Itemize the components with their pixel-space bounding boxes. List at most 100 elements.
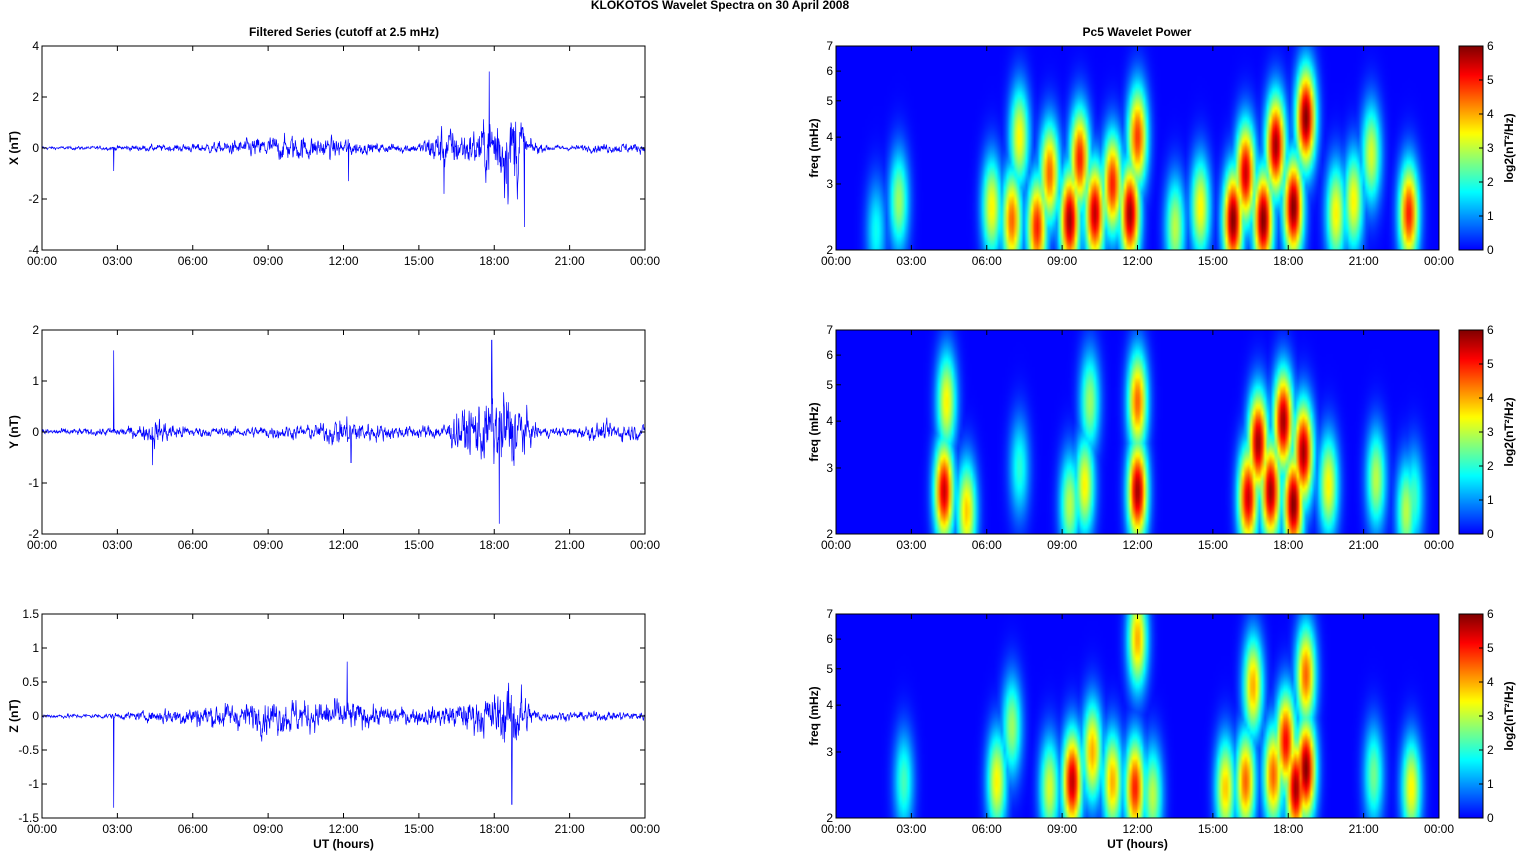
series-z-ytick-label: 1 bbox=[32, 641, 39, 655]
wavelet-x-xtick-label: 03:00 bbox=[896, 254, 926, 268]
series-y-xtick-label: 00:00 bbox=[27, 538, 57, 552]
wavelet-z-xtick-label: 09:00 bbox=[1047, 822, 1077, 836]
wavelet-x-colorbar-tick-label: 1 bbox=[1487, 209, 1494, 223]
series-z-ytick-label: -1.5 bbox=[18, 811, 39, 825]
series-x-line bbox=[41, 71, 646, 228]
series-y-xtick-label: 12:00 bbox=[328, 538, 358, 552]
series-z-ytick-label: -1 bbox=[28, 777, 39, 791]
wavelet-y-xtick-label: 06:00 bbox=[972, 538, 1002, 552]
wavelet-x-power-image bbox=[836, 46, 1439, 250]
series-x-ytick-label: -4 bbox=[28, 243, 39, 257]
series-z-ytick-label: 0 bbox=[32, 709, 39, 723]
series-y-ytick-label: -2 bbox=[28, 527, 39, 541]
series-z-line bbox=[41, 661, 646, 808]
wavelet-x-colorbar-tick-label: 2 bbox=[1487, 175, 1494, 189]
series-x-ytick-label: 4 bbox=[32, 39, 39, 53]
wavelet-x-xtick-label: 09:00 bbox=[1047, 254, 1077, 268]
wavelet-y-ytick-label: 6 bbox=[826, 348, 833, 362]
wavelet-y-xtick-label: 12:00 bbox=[1122, 538, 1152, 552]
wavelet-x-ytick-label: 3 bbox=[826, 177, 833, 191]
wavelet-x-ytick-label: 4 bbox=[826, 130, 833, 144]
wavelet-z-panel: 7 6 5 4 3 2 freq (mHz) 6 5 4 3 2 1 0 log2(nT²/Hz) bbox=[807, 607, 1516, 825]
wavelet-z-xtick-label: 15:00 bbox=[1198, 822, 1228, 836]
wavelet-y-xtick-label: 15:00 bbox=[1198, 538, 1228, 552]
series-y-ytick-label: -1 bbox=[28, 476, 39, 490]
wavelet-x-ytick-label: 7 bbox=[826, 39, 833, 53]
wavelet-y-colorbar-tick-label: 6 bbox=[1487, 323, 1494, 337]
series-y-ylabel: Y (nT) bbox=[7, 415, 21, 449]
wavelet-y-colorbar-tick-label: 5 bbox=[1487, 357, 1494, 371]
wavelet-x-xtick-label: 15:00 bbox=[1198, 254, 1228, 268]
wavelet-x-colorbar-tick-label: 4 bbox=[1487, 107, 1494, 121]
series-x-ytick-label: 2 bbox=[32, 90, 39, 104]
series-z-ytick-label: 1.5 bbox=[22, 607, 39, 621]
wavelet-z-colorbar-tick-label: 6 bbox=[1487, 607, 1494, 621]
wavelet-y-ylabel: freq (mHz) bbox=[807, 402, 821, 461]
wavelet-x-colorbar-tick-label: 3 bbox=[1487, 141, 1494, 155]
wavelet-y-power-image bbox=[836, 330, 1439, 534]
wavelet-z-ytick-label: 4 bbox=[826, 698, 833, 712]
wavelet-x-xtick-label: 12:00 bbox=[1122, 254, 1152, 268]
series-x-xtick-label: 03:00 bbox=[102, 254, 132, 268]
series-x-xtick-label: 00:00 bbox=[630, 254, 660, 268]
series-z-xtick-label: 21:00 bbox=[555, 822, 585, 836]
series-z-ytick-label: 0.5 bbox=[22, 675, 39, 689]
series-z-xtick-label: 15:00 bbox=[404, 822, 434, 836]
series-z-xtick-label: 06:00 bbox=[178, 822, 208, 836]
series-z-panel: 1.5 1 0.5 0 -0.5 -1 -1.5 Z (nT) bbox=[7, 607, 646, 825]
wavelet-x-colorbar-label: log2(nT²/Hz) bbox=[1502, 113, 1516, 182]
wavelet-x-colorbar-tick-label: 0 bbox=[1487, 243, 1494, 257]
wavelet-z-xtick-label: 21:00 bbox=[1349, 822, 1379, 836]
figure-title: KLOKOTOS Wavelet Spectra on 30 April 200… bbox=[591, 0, 850, 12]
wavelet-z-xtick-label: 03:00 bbox=[896, 822, 926, 836]
wavelet-x-xtick-label: 00:00 bbox=[1424, 254, 1454, 268]
series-z-ylabel: Z (nT) bbox=[7, 699, 21, 732]
wavelet-y-xtick-label: 18:00 bbox=[1273, 538, 1303, 552]
series-x-ytick-label: -2 bbox=[28, 192, 39, 206]
series-z-xtick-label: 18:00 bbox=[479, 822, 509, 836]
series-x-ytick-label: 0 bbox=[32, 141, 39, 155]
wavelet-y-colorbar-tick-label: 2 bbox=[1487, 459, 1494, 473]
wavelet-y-ytick-label: 2 bbox=[826, 527, 833, 541]
series-x-xtick-label: 09:00 bbox=[253, 254, 283, 268]
wavelet-y-colorbar-tick-label: 4 bbox=[1487, 391, 1494, 405]
wavelet-z-xlabel: UT (hours) bbox=[1107, 837, 1168, 851]
wavelet-z-colorbar-tick-label: 5 bbox=[1487, 641, 1494, 655]
wavelet-y-ytick-label: 4 bbox=[826, 414, 833, 428]
series-y-ytick-label: 0 bbox=[32, 425, 39, 439]
wavelet-z-ylabel: freq (mHz) bbox=[807, 686, 821, 745]
wavelet-x-xtick-label: 21:00 bbox=[1349, 254, 1379, 268]
wavelet-x-xtick-label: 06:00 bbox=[972, 254, 1002, 268]
wavelet-z-xtick-label: 18:00 bbox=[1273, 822, 1303, 836]
wavelet-y-xtick-label: 00:00 bbox=[821, 538, 851, 552]
series-y-xtick-label: 06:00 bbox=[178, 538, 208, 552]
series-z-xtick-label: 00:00 bbox=[630, 822, 660, 836]
wavelet-x-colorbar-tick-label: 6 bbox=[1487, 39, 1494, 53]
series-z-xtick-label: 00:00 bbox=[27, 822, 57, 836]
series-x-ylabel: X (nT) bbox=[7, 131, 21, 165]
wavelet-y-colorbar-tick-label: 0 bbox=[1487, 527, 1494, 541]
series-y-ytick-label: 1 bbox=[32, 374, 39, 388]
left-column-title: Filtered Series (cutoff at 2.5 mHz) bbox=[249, 25, 439, 39]
wavelet-x-xtick-label: 00:00 bbox=[821, 254, 851, 268]
wavelet-x-ytick-label: 5 bbox=[826, 94, 833, 108]
wavelet-y-ytick-label: 5 bbox=[826, 378, 833, 392]
series-y-xtick-label: 09:00 bbox=[253, 538, 283, 552]
series-y-line bbox=[41, 339, 646, 524]
series-x-xtick-label: 15:00 bbox=[404, 254, 434, 268]
series-x-xtick-label: 18:00 bbox=[479, 254, 509, 268]
series-z-xtick-label: 12:00 bbox=[328, 822, 358, 836]
wavelet-x-panel: 7 6 5 4 3 2 freq (mHz) 6 5 4 3 2 1 0 log2(nT²/Hz) bbox=[807, 39, 1516, 257]
wavelet-z-xtick-label: 06:00 bbox=[972, 822, 1002, 836]
wavelet-z-ytick-label: 7 bbox=[826, 607, 833, 621]
series-z-xtick-label: 03:00 bbox=[102, 822, 132, 836]
wavelet-z-power-image bbox=[836, 614, 1439, 818]
series-x-xtick-label: 00:00 bbox=[27, 254, 57, 268]
wavelet-x-colorbar-tick-label: 5 bbox=[1487, 73, 1494, 87]
series-y-xtick-label: 18:00 bbox=[479, 538, 509, 552]
wavelet-z-colorbar-label: log2(nT²/Hz) bbox=[1502, 681, 1516, 750]
series-y-xtick-label: 03:00 bbox=[102, 538, 132, 552]
wavelet-z-ytick-label: 2 bbox=[826, 811, 833, 825]
wavelet-z-colorbar-tick-label: 3 bbox=[1487, 709, 1494, 723]
